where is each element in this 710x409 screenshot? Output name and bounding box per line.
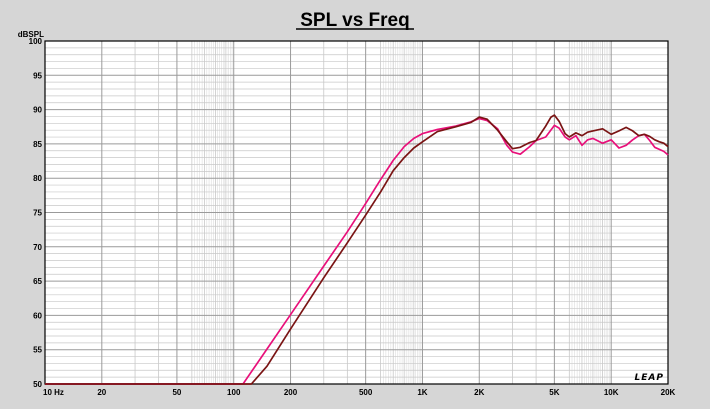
y-tick-label: 100 [29,37,43,46]
leap-logo: LEAP [635,373,664,383]
y-tick-label: 90 [33,106,42,115]
series-line-2 [45,114,669,385]
series-layer [45,114,669,385]
x-tick-labels: 10 Hz 20 50 100 200 500 1K 2K 5K 10K 20K LEAP [43,373,676,397]
x-tick-label: 20 [97,388,106,397]
y-tick-label: 85 [33,140,42,149]
y-tick-label: 55 [33,346,42,355]
x-tick-label: 20K [661,388,676,397]
y-tick-label: 80 [33,174,42,183]
x-tick-label: 2K [474,388,484,397]
major-grid [44,40,669,385]
y-tick-label: 95 [33,71,42,80]
y-tick-label: 70 [33,243,42,252]
plot-border [44,40,669,385]
y-axis-label: dBSPL [18,30,44,39]
x-tick-label: 500 [359,388,373,397]
y-tick-label: 75 [33,209,42,218]
x-tick-label: 5K [549,388,559,397]
y-tick-label: 65 [33,277,42,286]
y-tick-label: 60 [33,311,42,320]
x-tick-label: 200 [284,388,298,397]
chart-title: SPL vs Freq [300,10,409,31]
series-line-1 [45,117,669,385]
x-tick-label: 1K [417,388,427,397]
y-tick-label: 50 [33,380,42,389]
x-tick-label: 10K [604,388,619,397]
x-tick-label: 100 [227,388,241,397]
x-tick-label: 50 [172,388,181,397]
x-tick-label: 10 Hz [43,388,64,397]
